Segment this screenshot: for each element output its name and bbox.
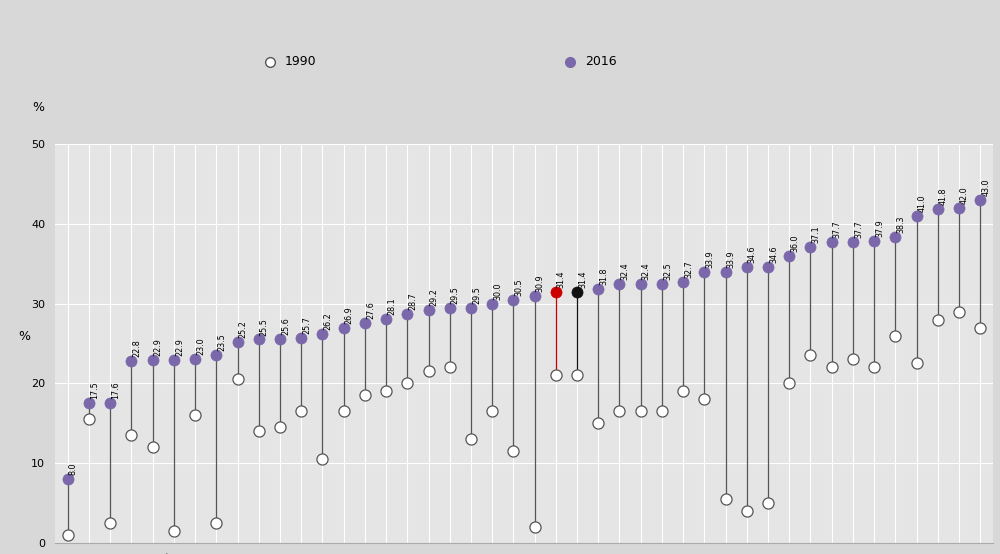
Text: 2016: 2016 [585,55,617,68]
Text: 36.0: 36.0 [790,234,799,252]
Text: 26.9: 26.9 [345,306,354,324]
Text: 28.7: 28.7 [408,292,417,310]
Text: 8.0: 8.0 [69,463,78,475]
Text: 30.9: 30.9 [536,275,545,293]
Text: 30.0: 30.0 [493,282,502,300]
Text: 31.8: 31.8 [599,268,608,285]
Text: 32.5: 32.5 [663,262,672,280]
Text: 25.7: 25.7 [302,316,311,334]
Text: 28.1: 28.1 [387,297,396,315]
Text: 26.2: 26.2 [323,312,332,330]
Text: 23.0: 23.0 [196,338,205,356]
Text: 27.6: 27.6 [366,301,375,319]
Text: %: % [32,101,44,114]
Text: 41.8: 41.8 [939,188,948,206]
Text: 38.3: 38.3 [896,216,905,233]
Text: 22.9: 22.9 [175,338,184,356]
Text: 34.6: 34.6 [769,245,778,263]
Text: 41.0: 41.0 [918,194,927,212]
Text: 1990: 1990 [285,55,317,68]
Text: 29.5: 29.5 [472,286,481,304]
Text: 25.5: 25.5 [260,317,269,336]
Text: 32.4: 32.4 [621,263,630,280]
Y-axis label: %: % [18,331,30,343]
Text: 32.4: 32.4 [642,263,651,280]
Text: 33.9: 33.9 [727,251,736,269]
Text: 43.0: 43.0 [981,178,990,196]
Text: 17.6: 17.6 [111,381,120,398]
Text: 31.4: 31.4 [578,271,587,289]
Text: 25.2: 25.2 [239,320,248,338]
Text: 30.5: 30.5 [514,278,523,296]
Text: 37.7: 37.7 [833,220,842,238]
Text: 17.5: 17.5 [90,382,99,399]
Text: 42.0: 42.0 [960,186,969,204]
Text: 33.9: 33.9 [705,251,714,269]
Text: 34.6: 34.6 [748,245,757,263]
Text: 29.2: 29.2 [430,288,439,306]
Text: 37.1: 37.1 [812,225,821,243]
Text: 29.5: 29.5 [451,286,460,304]
Text: 31.4: 31.4 [557,271,566,289]
Text: 37.9: 37.9 [875,219,884,237]
Text: 22.8: 22.8 [132,339,141,357]
Text: 25.6: 25.6 [281,317,290,335]
Text: 37.7: 37.7 [854,220,863,238]
Text: 22.9: 22.9 [154,338,163,356]
Text: 32.7: 32.7 [684,260,693,278]
Text: 23.5: 23.5 [217,334,226,351]
